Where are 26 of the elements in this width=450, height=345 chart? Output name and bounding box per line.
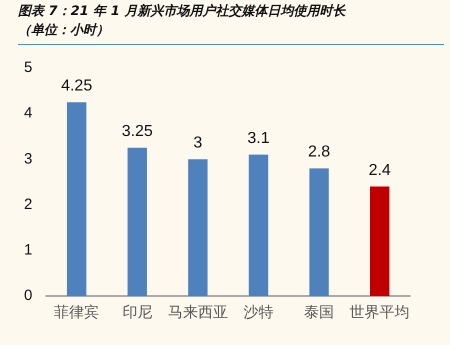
data-label: 3 [193,134,202,152]
y-tick-label: 3 [24,150,32,168]
y-tick-label: 0 [24,287,32,304]
y-tick-label: 5 [24,59,32,76]
x-tick-label: 沙特 [243,302,274,321]
bar [248,154,268,296]
x-tick-label: 泰国 [304,302,334,321]
x-tick-label: 马来西亚 [168,302,228,321]
chart-title: 图表 7：21 年 1 月新兴市场用户社交媒体日均使用时长 [18,2,347,21]
bar [128,148,147,296]
data-label: 2.8 [308,144,330,161]
bar [370,186,390,296]
data-label: 2.4 [368,162,391,179]
data-label: 3.1 [247,130,270,148]
data-label: 4.25 [61,78,92,95]
bar [66,102,86,296]
y-tick-label: 4 [24,104,32,122]
bar [309,168,329,296]
y-tick-label: 2 [24,196,32,213]
bar [188,159,208,296]
x-tick-label: 印尼 [122,302,152,321]
x-tick-label: 世界平均 [350,302,410,321]
y-tick-label: 1 [24,242,32,259]
chart-subtitle: （单位：小时） [18,22,110,40]
x-tick-label: 菲律宾 [54,302,100,321]
data-label: 3.25 [122,123,153,140]
